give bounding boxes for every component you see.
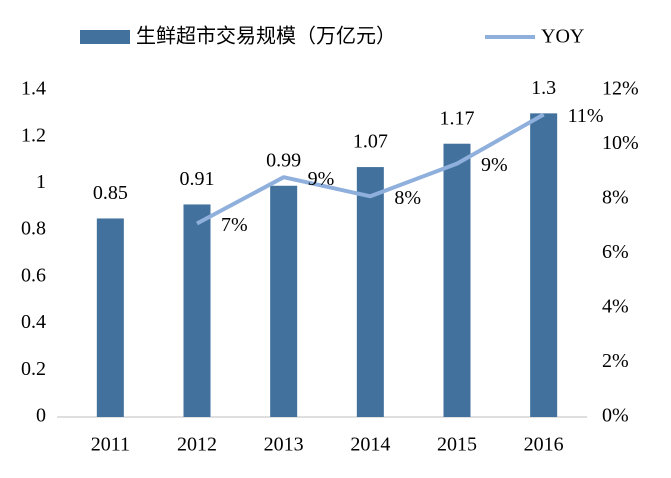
line-value-label: 7% xyxy=(221,214,248,236)
y-tick-label: 0.8 xyxy=(21,218,46,240)
legend-label: YOY xyxy=(541,26,584,48)
bar xyxy=(96,218,124,417)
bar-value-label: 1.3 xyxy=(531,77,556,99)
bar xyxy=(443,143,471,417)
bar xyxy=(183,204,211,417)
yoy-line xyxy=(196,112,545,226)
x-tick-label: 2012 xyxy=(177,434,217,456)
y-tick-label: 1.2 xyxy=(21,124,46,146)
y2-tick-label: 8% xyxy=(602,187,629,209)
x-tick-label: 2015 xyxy=(437,434,477,456)
line-value-label: 9% xyxy=(481,154,508,176)
y2-tick-label: 0% xyxy=(602,405,629,427)
y-tick-label: 0.2 xyxy=(21,358,46,380)
y-tick-label: 0.4 xyxy=(21,311,46,333)
bar-value-label: 1.17 xyxy=(440,107,475,129)
bar-value-label: 0.99 xyxy=(266,149,301,171)
line-value-label: 11% xyxy=(568,105,604,127)
y2-tick-label: 10% xyxy=(602,132,639,154)
line-value-label: 9% xyxy=(308,168,335,190)
y2-tick-label: 12% xyxy=(602,78,639,100)
line-value-label: 8% xyxy=(394,187,421,209)
y-tick-label: 1 xyxy=(36,171,46,193)
y2-tick-label: 4% xyxy=(602,296,629,318)
y2-tick-label: 2% xyxy=(602,350,629,372)
x-tick-label: 2013 xyxy=(264,434,304,456)
x-tick-label: 2011 xyxy=(91,434,130,456)
y-tick-label: 1.4 xyxy=(21,78,46,100)
legend-label: 生鲜超市交易规模（万亿元） xyxy=(136,25,396,48)
x-tick-label: 2016 xyxy=(524,434,564,456)
y-tick-label: 0 xyxy=(36,405,46,427)
x-tick-label: 2014 xyxy=(350,434,390,456)
y-tick-label: 0.6 xyxy=(21,264,46,286)
bar xyxy=(356,167,384,417)
y2-tick-label: 6% xyxy=(602,241,629,263)
bar xyxy=(530,113,558,417)
bar-value-label: 0.91 xyxy=(180,168,215,190)
legend-swatch xyxy=(80,30,130,44)
bar-value-label: 1.07 xyxy=(353,131,388,153)
bar xyxy=(270,185,298,417)
bar-value-label: 0.85 xyxy=(93,182,128,204)
